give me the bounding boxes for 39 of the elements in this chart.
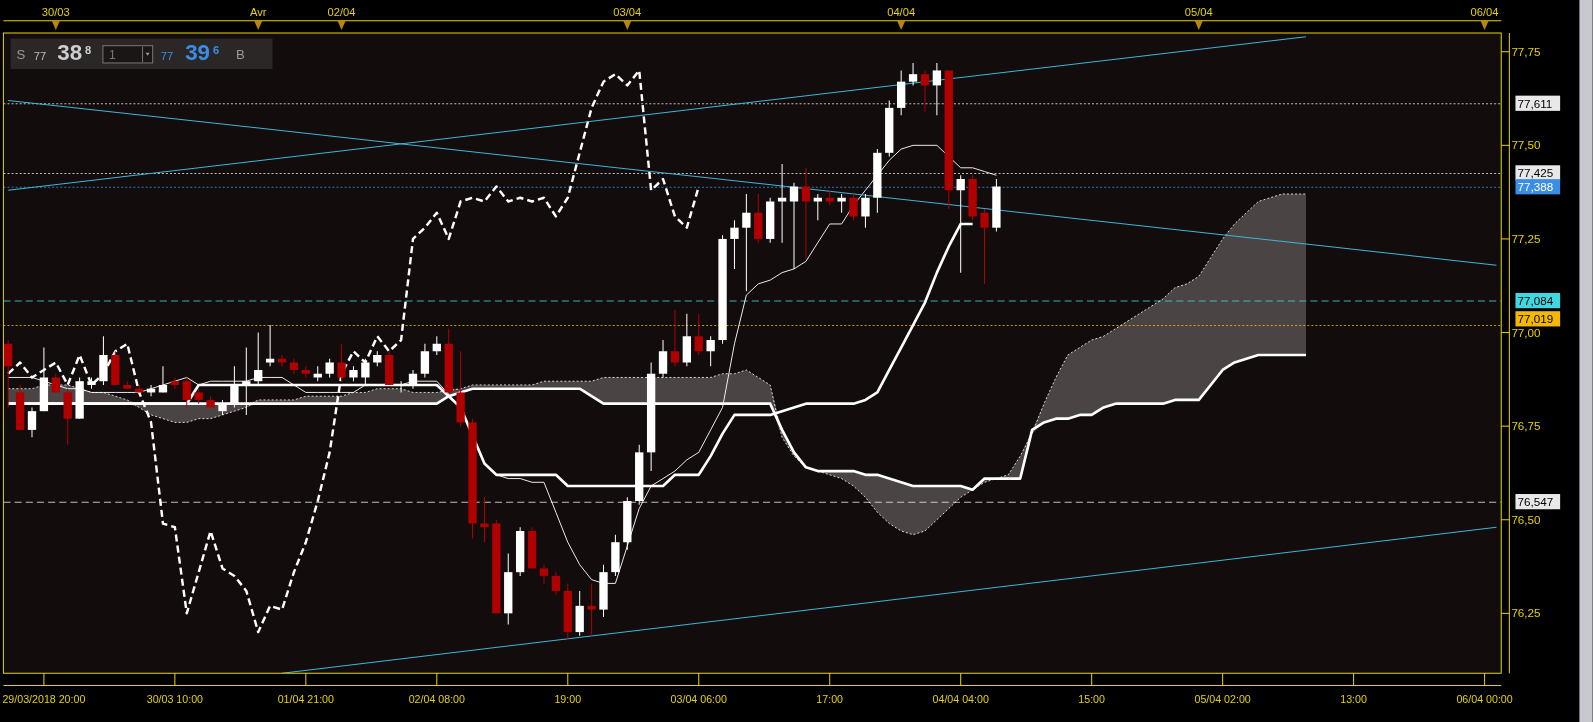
text: 06/04	[1470, 5, 1499, 18]
y-tick-label: 76,75	[1511, 419, 1541, 433]
ref-line-label: 77,388	[1517, 180, 1554, 194]
annotation: B	[235, 46, 245, 62]
x-tick-label: 29/03/2018 20:00	[2, 692, 86, 705]
x-tick-label: 02/04 08:00	[408, 692, 466, 705]
text: Avr	[249, 5, 267, 18]
ref-line-label: 76,547	[1517, 495, 1554, 509]
y-tick-label: 77,25	[1511, 231, 1541, 245]
y-tick-label: 77,75	[1511, 44, 1541, 58]
text: 02/04	[327, 5, 356, 18]
ref-line-label: 77,611	[1517, 96, 1553, 110]
x-tick-label: 06/04 00:00	[1456, 692, 1513, 705]
ref-line-label: 77,425	[1517, 166, 1554, 180]
x-tick-label: 13:00	[1340, 692, 1367, 705]
x-tick-label: 01/04 21:00	[277, 692, 335, 705]
text: 03/04	[613, 5, 642, 18]
y-tick-label: 76,50	[1511, 512, 1542, 526]
y-tick-label: 77,50	[1511, 138, 1542, 152]
annotation: S	[16, 46, 26, 62]
annotation: 38$^{8}$	[57, 39, 92, 65]
annotation: 77	[160, 49, 174, 62]
text: 04/04	[887, 5, 916, 18]
annotation: 39$^{6}$	[185, 39, 220, 65]
y-tick-label: 77,00	[1511, 325, 1542, 339]
annotation: 77	[33, 49, 47, 62]
x-tick-label: 30/03 10:00	[146, 692, 204, 705]
ref-line-label: 77,019	[1517, 312, 1554, 326]
ref-line-label: 77,084	[1517, 294, 1554, 308]
y-tick-label: 76,25	[1511, 606, 1541, 620]
x-tick-label: 15:00	[1078, 692, 1106, 705]
x-tick-label: 19:00	[554, 692, 582, 705]
annotation: 1	[109, 47, 117, 62]
text: 30/03	[41, 5, 70, 18]
text: 05/04	[1184, 5, 1213, 18]
x-tick-label: 17:00	[816, 692, 844, 705]
x-tick-label: 03/04 06:00	[670, 692, 727, 705]
x-tick-label: 05/04 02:00	[1194, 692, 1251, 705]
x-tick-label: 04/04 04:00	[932, 692, 989, 705]
